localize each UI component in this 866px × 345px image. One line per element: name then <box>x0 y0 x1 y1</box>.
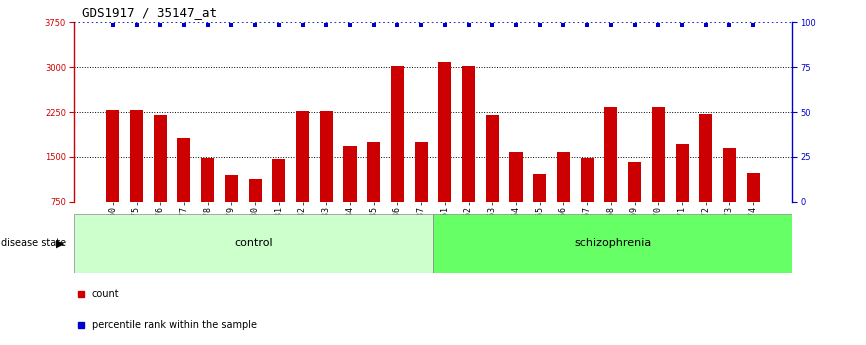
Bar <box>509 152 522 247</box>
Text: schizophrenia: schizophrenia <box>574 238 651 248</box>
Bar <box>154 115 167 247</box>
Bar <box>201 158 214 247</box>
Bar <box>628 162 641 247</box>
Text: count: count <box>92 289 120 299</box>
Bar <box>462 66 475 247</box>
Bar <box>533 174 546 247</box>
Text: ▶: ▶ <box>56 238 65 248</box>
Text: disease state: disease state <box>1 238 66 248</box>
Bar <box>272 159 286 247</box>
Bar <box>249 179 262 247</box>
Bar <box>107 110 120 247</box>
Bar <box>699 114 712 247</box>
Bar <box>746 173 759 247</box>
Bar <box>723 148 736 247</box>
Bar <box>74 214 433 273</box>
Bar <box>178 138 191 247</box>
Bar <box>675 144 688 247</box>
Bar <box>296 111 309 247</box>
Bar <box>604 107 617 247</box>
Text: GDS1917 / 35147_at: GDS1917 / 35147_at <box>82 6 217 19</box>
Text: control: control <box>234 238 273 248</box>
Bar <box>320 111 333 247</box>
Bar <box>367 142 380 247</box>
Bar <box>486 115 499 247</box>
Bar <box>344 146 357 247</box>
Bar <box>391 66 404 247</box>
Bar <box>557 152 570 247</box>
Bar <box>438 62 451 247</box>
Bar <box>225 175 238 247</box>
Bar <box>580 158 594 247</box>
Bar <box>130 110 143 247</box>
Text: percentile rank within the sample: percentile rank within the sample <box>92 320 256 330</box>
Bar <box>433 214 792 273</box>
Bar <box>415 142 428 247</box>
Bar <box>652 107 665 247</box>
